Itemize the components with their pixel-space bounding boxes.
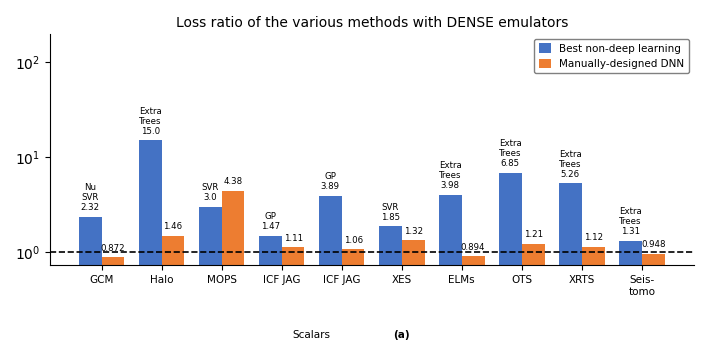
Bar	[79, 217, 102, 340]
Text: 0.872: 0.872	[101, 244, 125, 253]
Text: Extra
Trees
1.31: Extra Trees 1.31	[619, 207, 641, 236]
Text: Extra
Trees
3.98: Extra Trees 3.98	[439, 161, 462, 190]
Bar	[139, 140, 161, 340]
Bar	[499, 173, 522, 340]
Bar	[282, 248, 304, 340]
Bar	[319, 196, 342, 340]
Bar	[379, 226, 401, 340]
Bar	[641, 254, 665, 340]
Text: Extra
Trees
15.0: Extra Trees 15.0	[139, 107, 161, 136]
Text: 4.38: 4.38	[224, 177, 243, 186]
Text: Extra
Trees
6.85: Extra Trees 6.85	[499, 139, 522, 168]
Text: 1.21: 1.21	[524, 230, 543, 239]
Bar	[199, 207, 222, 340]
Text: SVR
1.85: SVR 1.85	[381, 203, 400, 222]
Text: 0.948: 0.948	[641, 240, 666, 249]
Text: 1.12: 1.12	[583, 233, 603, 242]
Text: Nu
SVR
2.32: Nu SVR 2.32	[81, 183, 100, 212]
Text: GP
1.47: GP 1.47	[261, 212, 280, 231]
Bar	[559, 184, 582, 340]
Bar	[102, 257, 125, 340]
Text: 1.06: 1.06	[343, 236, 362, 245]
Bar	[619, 241, 641, 340]
Bar	[259, 236, 282, 340]
Bar	[401, 240, 425, 340]
Text: SVR
3.0: SVR 3.0	[202, 183, 219, 202]
Text: 0.894: 0.894	[461, 243, 486, 252]
Bar	[582, 247, 605, 340]
Title: Loss ratio of the various methods with DENSE emulators: Loss ratio of the various methods with D…	[176, 16, 568, 30]
Bar	[222, 191, 244, 340]
Bar	[439, 195, 462, 340]
Bar	[161, 236, 185, 340]
Text: 1.46: 1.46	[164, 222, 183, 232]
Text: Extra
Trees
5.26: Extra Trees 5.26	[559, 150, 582, 179]
Bar	[342, 249, 365, 340]
Text: GP
3.89: GP 3.89	[321, 172, 340, 191]
Legend: Best non-deep learning, Manually-designed DNN: Best non-deep learning, Manually-designe…	[535, 39, 689, 73]
Text: 1.32: 1.32	[404, 227, 423, 236]
Text: 1.11: 1.11	[283, 234, 302, 243]
Bar	[522, 244, 544, 340]
Bar	[462, 256, 484, 340]
Text: Scalars: Scalars	[292, 330, 331, 340]
Text: (a): (a)	[394, 330, 410, 340]
